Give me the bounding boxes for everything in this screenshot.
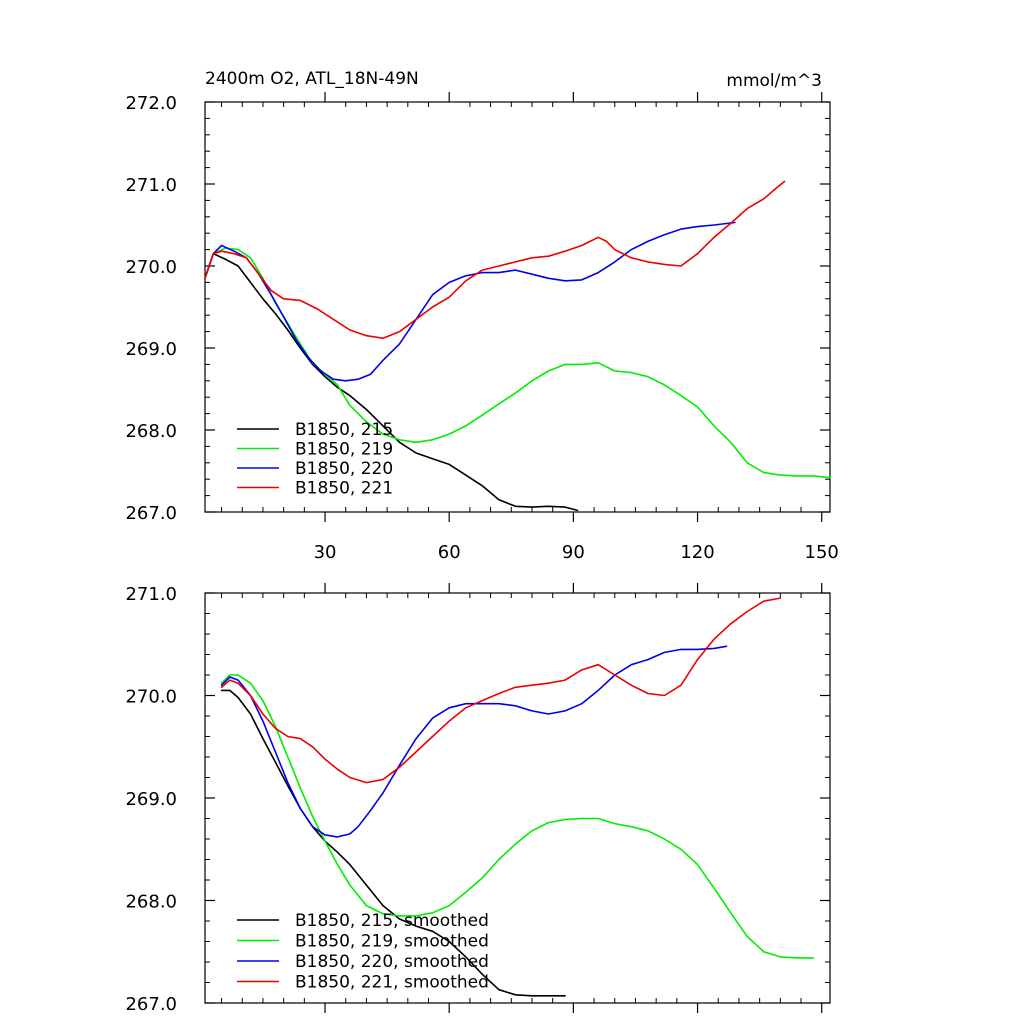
panel-top: 2400m O2, ATL_18N-49N mmol/m^3 30 60 90 120… — [125, 69, 838, 563]
series-line-1 — [220, 689, 566, 997]
x-tick-label: 150 — [805, 542, 839, 563]
y-tick-label: 268.0 — [125, 892, 177, 913]
legend-label: B1850, 215, smoothed — [295, 911, 489, 931]
legend-label: B1850, 220, smoothed — [295, 952, 489, 972]
legend-label: B1850, 219 — [295, 440, 393, 460]
panel-bottom: 267.0 268.0 269.0 270.0 271.0 B1850, 215, smo… — [125, 583, 831, 1015]
y-tick-label: 271.0 — [125, 175, 177, 196]
legend-label: B1850, 215 — [295, 420, 393, 440]
legend-label: B1850, 220 — [295, 459, 393, 479]
x-tick-label: 120 — [680, 542, 714, 563]
series-line-4 — [220, 597, 782, 784]
y-tick-label: 271.0 — [125, 584, 177, 605]
units-label: mmol/m^3 — [726, 71, 822, 91]
legend-label: B1850, 219, smoothed — [295, 932, 489, 952]
y-tick-label: 270.0 — [125, 257, 177, 278]
series-line-4 — [204, 180, 786, 340]
x-tick-label: 90 — [562, 542, 585, 563]
y-tick-label: 268.0 — [125, 421, 177, 442]
y-tick-label: 272.0 — [125, 93, 177, 114]
y-tick-label: 269.0 — [125, 339, 177, 360]
x-tick-label: 60 — [438, 542, 461, 563]
series-line-3 — [204, 221, 736, 382]
legend-label: B1850, 221 — [295, 479, 393, 499]
y-tick-label: 267.0 — [125, 503, 177, 524]
y-tick-label: 270.0 — [125, 687, 177, 708]
series-line-3 — [220, 645, 728, 838]
y-tick-label: 267.0 — [125, 994, 177, 1015]
legend-label: B1850, 221, smoothed — [295, 973, 489, 993]
chart-title: 2400m O2, ATL_18N-49N — [205, 69, 419, 89]
y-tick-label: 269.0 — [125, 789, 177, 810]
plot-frame — [204, 101, 831, 513]
series-line-2 — [220, 674, 815, 959]
x-tick-label: 30 — [314, 542, 337, 563]
series-line-1 — [204, 252, 579, 512]
